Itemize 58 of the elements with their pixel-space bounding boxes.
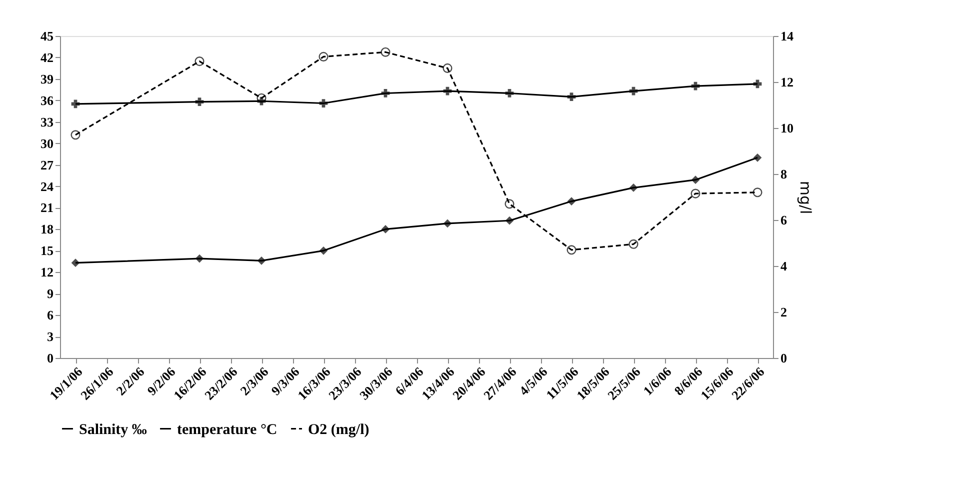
legend-label: Salinity ‰ — [79, 422, 147, 438]
point — [505, 216, 514, 225]
point — [443, 219, 452, 228]
y2-tick-label: 8 — [780, 166, 788, 182]
point — [381, 225, 390, 234]
y2-tick-label: 14 — [780, 28, 794, 44]
point — [319, 246, 328, 255]
y2-axis-title: mg/l — [796, 180, 814, 214]
y-tick-label: 15 — [40, 243, 54, 258]
y-tick-label: 3 — [47, 329, 54, 344]
y2-tick-label: 12 — [780, 74, 794, 90]
point — [381, 89, 390, 98]
point — [567, 92, 576, 102]
point — [566, 245, 576, 255]
point — [443, 86, 452, 96]
point — [256, 93, 266, 103]
y-tick-label: 24 — [40, 178, 54, 194]
y2-tick-label: 2 — [780, 304, 787, 320]
point — [318, 52, 328, 62]
point — [505, 89, 514, 98]
y-tick-label: 0 — [47, 350, 54, 366]
y-tick-label: 36 — [40, 92, 54, 108]
point — [195, 254, 204, 263]
point — [629, 184, 638, 192]
y-tick-label: 12 — [40, 264, 54, 280]
point — [70, 130, 80, 140]
y2-tick-label: 10 — [780, 120, 794, 136]
y-tick-label: 42 — [40, 50, 54, 65]
y-tick-label: 27 — [40, 157, 54, 172]
point — [442, 63, 452, 73]
point — [194, 56, 204, 66]
y2-tick-label: 4 — [780, 258, 788, 274]
point — [753, 153, 762, 162]
y-tick-label: 39 — [40, 71, 54, 86]
point — [319, 99, 328, 108]
point — [629, 86, 638, 96]
point — [71, 258, 80, 268]
y-tick-label: 6 — [47, 308, 54, 323]
point — [195, 98, 204, 106]
point — [380, 47, 390, 57]
y-tick-label: 30 — [40, 136, 54, 151]
point — [691, 82, 700, 90]
y2-tick-label: 6 — [780, 212, 788, 228]
y-tick-label: 9 — [47, 286, 54, 302]
point — [691, 176, 700, 184]
point — [567, 197, 576, 206]
y2-tick-label: 0 — [780, 350, 787, 366]
y-tick-label: 18 — [40, 222, 54, 237]
legend-label: temperature °C — [177, 422, 278, 438]
y-tick-label: 21 — [40, 200, 54, 216]
point — [690, 188, 700, 198]
legend-label: O2 (mg/l) — [308, 422, 370, 438]
y-tick-label: 33 — [40, 114, 54, 130]
point — [257, 256, 266, 265]
point — [504, 199, 514, 209]
point — [628, 239, 638, 249]
point — [752, 188, 762, 198]
y-tick-label: 45 — [40, 28, 54, 44]
